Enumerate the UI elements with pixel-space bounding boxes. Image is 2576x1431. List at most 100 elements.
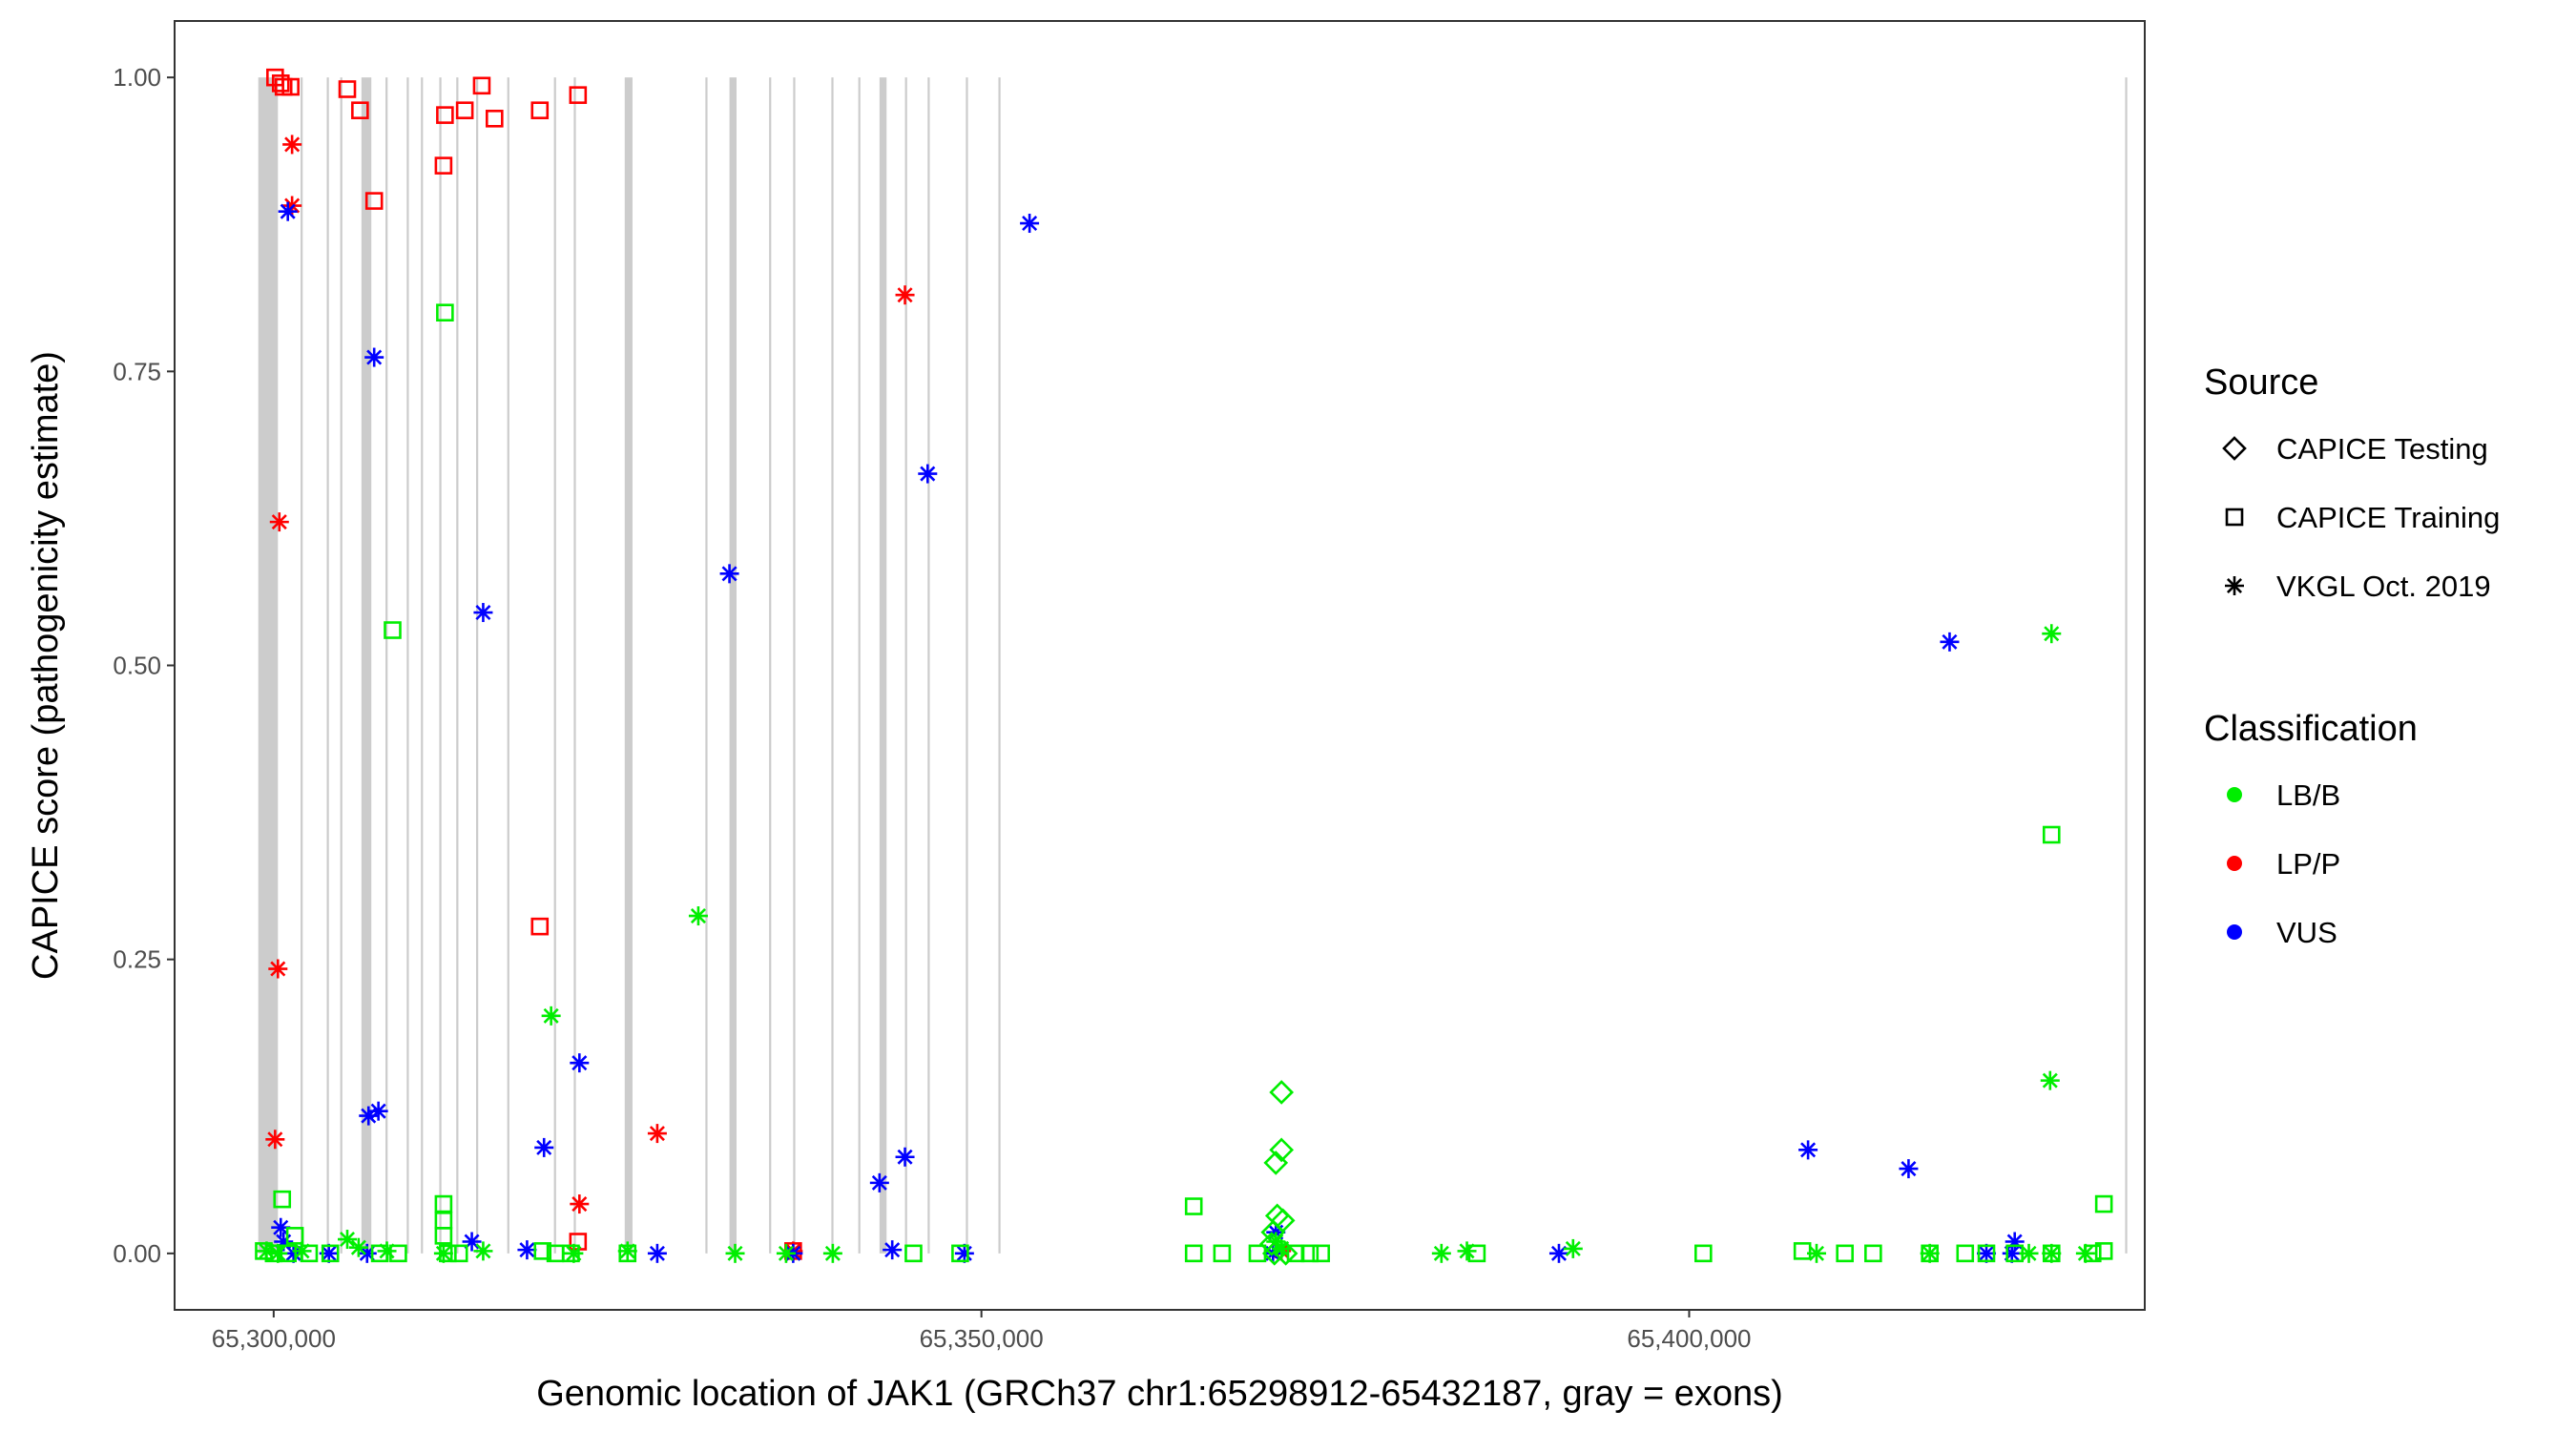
exon-band: [421, 77, 424, 1254]
data-point: [719, 564, 739, 584]
data-point: [570, 1053, 590, 1073]
legend-class-key: [2227, 924, 2242, 940]
data-point: [2042, 825, 2061, 844]
exon-band: [553, 77, 556, 1254]
data-point: [1431, 1243, 1451, 1263]
x-tick-label: 65,400,000: [1627, 1324, 1751, 1353]
data-point: [647, 1243, 667, 1263]
exon-band: [439, 77, 442, 1254]
data-point: [278, 201, 298, 221]
data-point: [351, 101, 369, 119]
legend-source-key: [2222, 436, 2247, 461]
legend-source-label: VKGL Oct. 2019: [2276, 570, 2491, 603]
exon-band: [573, 77, 576, 1254]
legend-class-label: VUS: [2276, 916, 2337, 949]
legend-source-title: Source: [2204, 363, 2318, 403]
data-point: [1020, 214, 1040, 234]
data-point: [265, 1130, 285, 1150]
data-point: [618, 1244, 637, 1263]
data-point: [822, 1243, 842, 1263]
x-tick-label: 65,300,000: [212, 1324, 336, 1353]
data-point: [2019, 1243, 2039, 1263]
data-point: [1548, 1243, 1568, 1263]
x-tick-label: 65,350,000: [920, 1324, 1044, 1353]
data-point: [1864, 1244, 1882, 1263]
data-point: [389, 1244, 407, 1263]
data-point: [434, 1227, 453, 1245]
data-point: [338, 80, 357, 98]
data-point: [1258, 1232, 1284, 1256]
legend-class-key: [2227, 787, 2242, 802]
legend-class-label: LB/B: [2276, 778, 2340, 812]
y-tick-label: 0.25: [113, 945, 161, 974]
exon-band: [769, 77, 772, 1254]
y-axis-title: CAPICE score (pathogenicity estimate): [26, 351, 66, 980]
data-point: [434, 156, 453, 175]
legend-source-label: CAPICE Testing: [2276, 432, 2488, 466]
data-point: [384, 621, 402, 639]
data-point: [2040, 1070, 2060, 1090]
data-point: [725, 1243, 745, 1263]
data-point: [321, 1244, 340, 1263]
data-point: [647, 1124, 667, 1144]
data-point: [1213, 1244, 1232, 1263]
exon-band: [904, 77, 907, 1254]
data-point: [562, 1244, 580, 1263]
legend-source-key: [2225, 508, 2244, 527]
data-point: [1977, 1243, 1997, 1263]
data-point: [255, 1242, 273, 1260]
data-point: [436, 303, 454, 322]
data-point: [883, 1240, 903, 1260]
data-point: [1798, 1140, 1818, 1160]
data-point: [534, 1137, 554, 1157]
exon-band: [507, 77, 509, 1254]
y-tick-label: 0.00: [113, 1239, 161, 1268]
data-point: [2005, 1244, 2025, 1263]
exon-band: [729, 77, 737, 1254]
data-point: [1184, 1197, 1203, 1215]
data-point: [2042, 624, 2062, 644]
data-point: [869, 1172, 889, 1192]
data-point: [1956, 1244, 1975, 1263]
data-point: [895, 285, 915, 305]
data-point: [485, 110, 504, 128]
data-point: [2083, 1244, 2102, 1263]
data-point: [530, 101, 550, 119]
y-tick-label: 0.75: [113, 357, 161, 385]
data-point: [533, 1242, 552, 1260]
data-point: [2094, 1242, 2113, 1260]
data-point: [462, 1232, 482, 1252]
x-axis-title: Genomic location of JAK1 (GRCh37 chr1:65…: [536, 1374, 1783, 1414]
exon-band: [258, 77, 279, 1254]
exon-band: [361, 77, 372, 1254]
data-point: [1921, 1244, 1939, 1263]
data-point: [2042, 1243, 2062, 1263]
data-point: [904, 1244, 923, 1263]
data-point: [439, 1244, 457, 1263]
axes: 0.00 0.25 0.50 0.75 1.00 65,300,000 65,350,000…: [113, 63, 1751, 1353]
exon-band: [476, 77, 479, 1254]
data-point: [895, 1147, 915, 1167]
data-point: [688, 906, 708, 926]
data-points: [255, 68, 2113, 1266]
data-point: [281, 77, 300, 96]
data-point: [370, 1244, 389, 1263]
data-point: [436, 106, 454, 124]
legend-classification-title: Classification: [2204, 709, 2418, 749]
exon-band: [624, 77, 633, 1254]
data-point: [282, 135, 302, 155]
data-point: [300, 1244, 319, 1263]
data-point: [569, 86, 588, 104]
data-point: [473, 1241, 493, 1261]
data-point: [449, 1244, 468, 1263]
legend-source-label: CAPICE Training: [2276, 501, 2500, 534]
data-point: [364, 347, 384, 367]
exon-band: [326, 77, 329, 1254]
exon-band: [705, 77, 708, 1254]
data-point: [2042, 1244, 2061, 1263]
exon-band: [793, 77, 796, 1254]
data-point: [364, 192, 384, 210]
data-point: [1940, 632, 1960, 652]
data-point: [1920, 1243, 1940, 1263]
